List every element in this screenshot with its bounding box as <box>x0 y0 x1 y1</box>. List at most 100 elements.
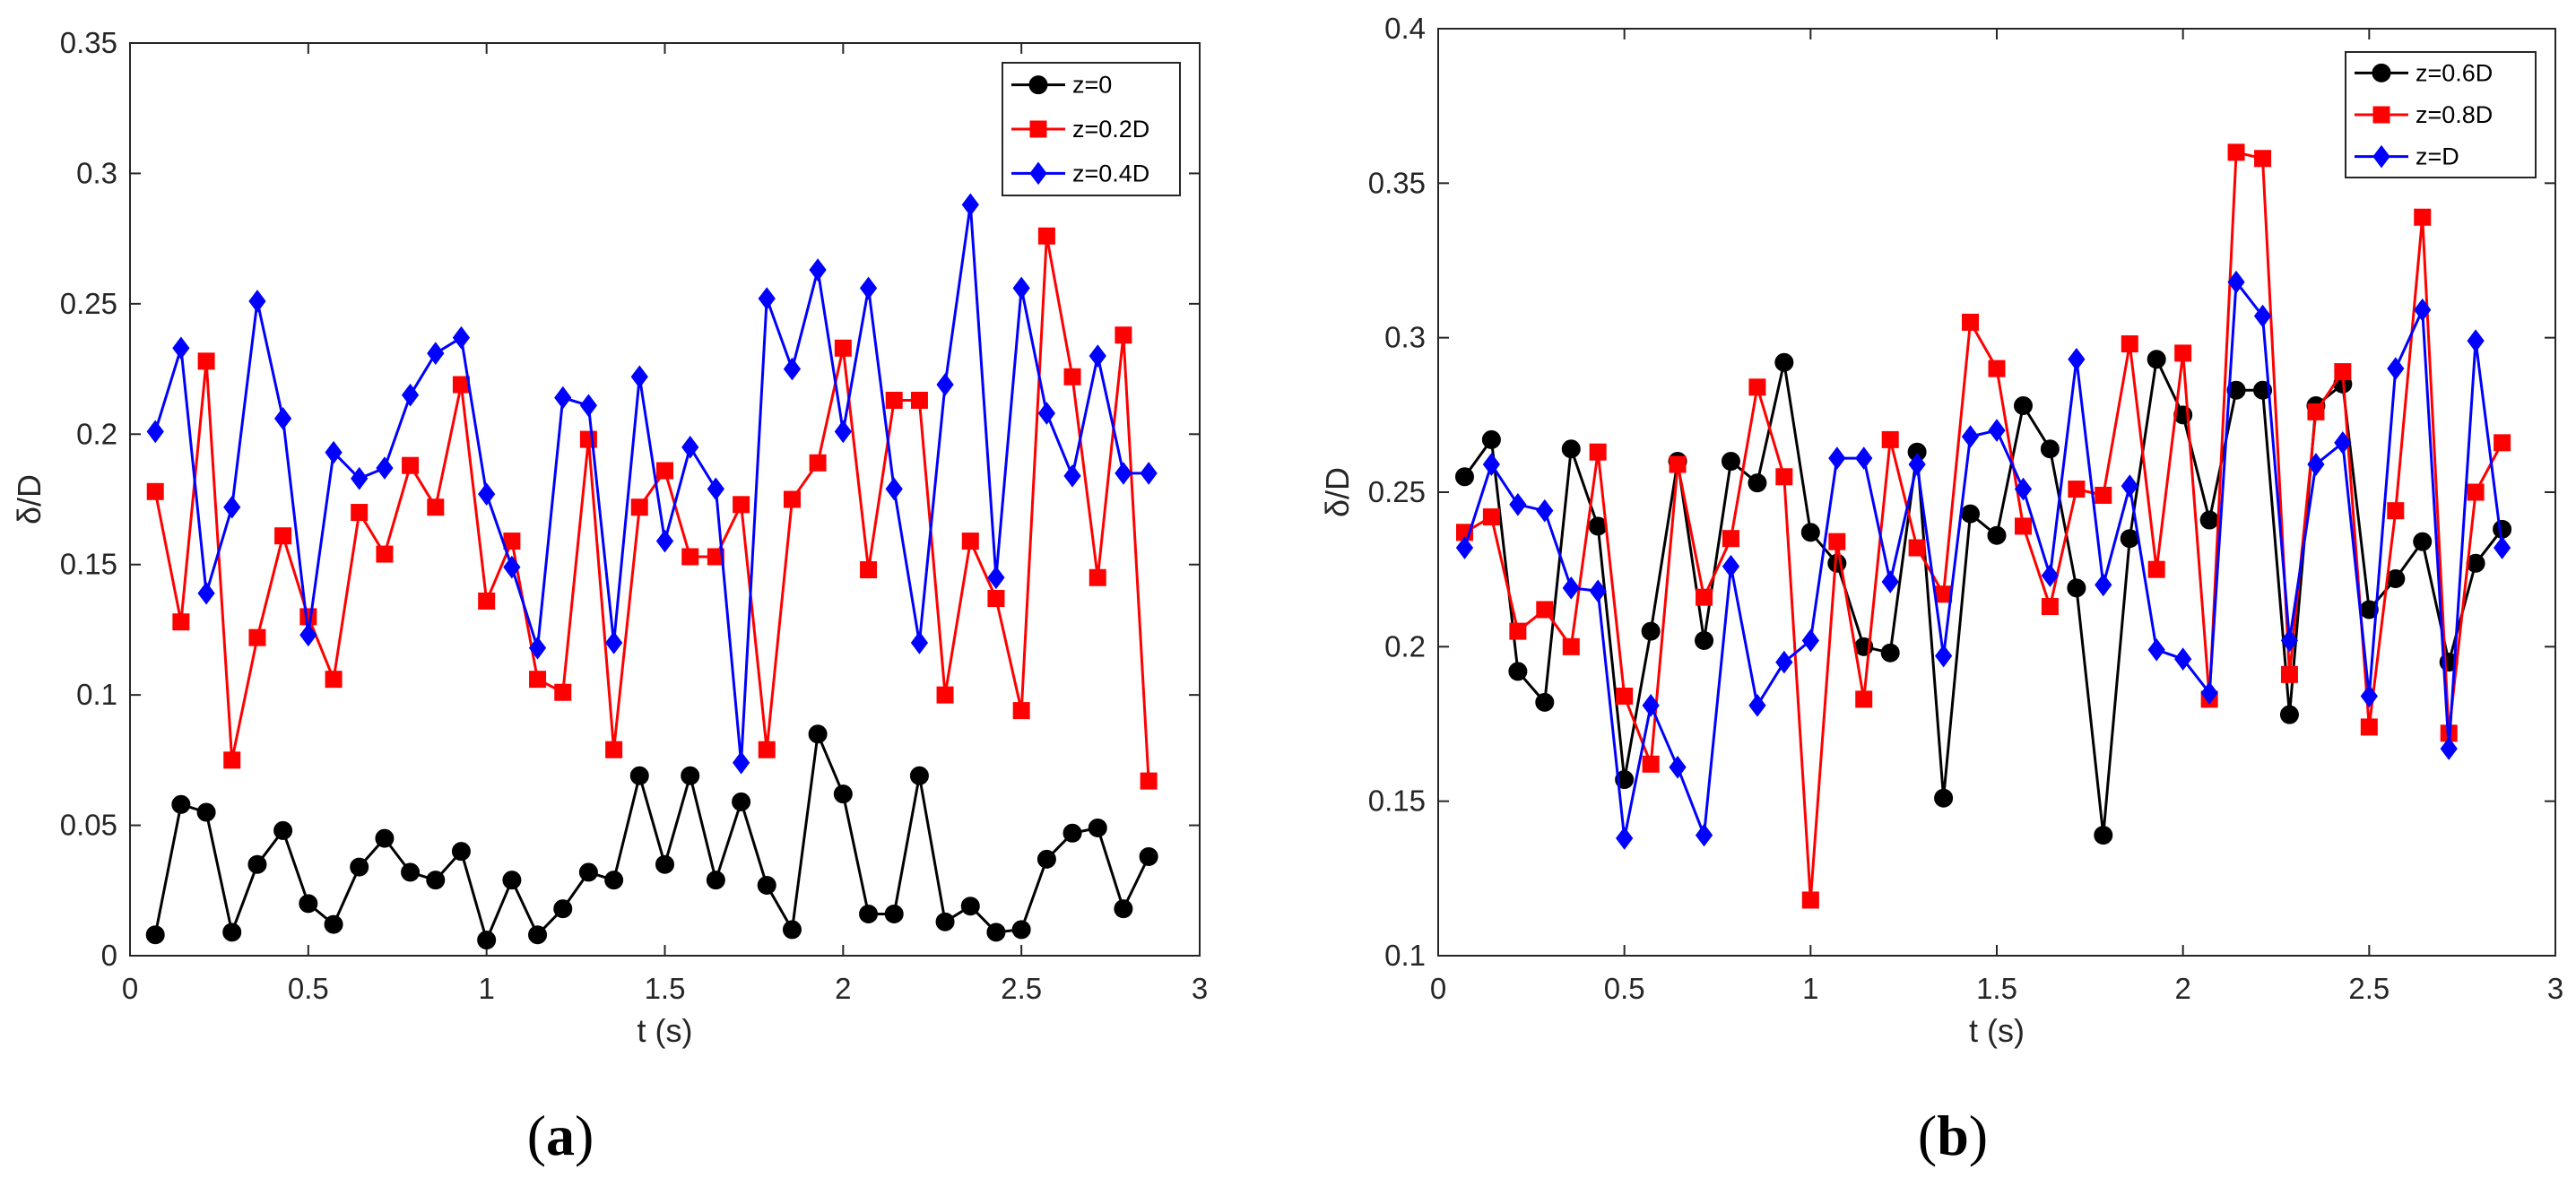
chart-b-series-1-point-11 <box>1748 378 1766 396</box>
chart-a-series-0-point-12 <box>451 842 471 862</box>
chart-a-series-2-point-23 <box>732 750 750 775</box>
chart-a-y-tick-label-0: 0 <box>101 939 117 972</box>
chart-a-series-2-point-20 <box>655 529 674 553</box>
chart-a-series-2-point-25 <box>783 357 802 381</box>
chart-b-legend-label-2: z=D <box>2416 143 2459 170</box>
chart-a-series-1-point-9 <box>376 545 394 563</box>
chart-a-series-0-point-16 <box>553 899 573 919</box>
chart-b-series-1-point-6 <box>1616 687 1634 705</box>
chart-b-series-1-line <box>1463 151 2503 902</box>
chart-b-plot-frame <box>1437 28 2556 957</box>
chart-b-series-1-point-27 <box>2174 344 2192 362</box>
chart-b-series-1-point-16 <box>1881 430 1899 448</box>
chart-a-series-0-point-14 <box>502 871 522 890</box>
panel-label-b-open: ( <box>1918 1104 1937 1167</box>
chart-a-series-2-point-0 <box>146 420 164 444</box>
chart-b-series-1-point-4 <box>1562 637 1580 655</box>
panel-label-b-letter: b <box>1937 1104 1969 1167</box>
chart-a-x-tick-label-2: 1 <box>478 972 494 1005</box>
chart-a-series-1-point-31 <box>936 686 954 704</box>
chart-b-series-1-point-35 <box>2387 502 2405 520</box>
chart-b-series-0-point-20 <box>1987 525 2007 545</box>
chart-b-series-2-point-36 <box>2414 298 2432 322</box>
chart-b-series <box>1454 143 2512 909</box>
chart-a-series-1-point-28 <box>860 561 878 579</box>
chart-a-series <box>145 193 1158 950</box>
chart-a-y-tick-label-3: 0.15 <box>60 548 117 581</box>
chart-a-series-0-point-33 <box>986 923 1006 942</box>
chart-b-series-2-point-28 <box>2200 681 2218 705</box>
chart-a-series-2-point-9 <box>376 456 394 480</box>
chart-b-series-2-point-1 <box>1482 453 1501 476</box>
chart-a-series-0-point-0 <box>145 925 165 945</box>
chart-a-series-2-point-5 <box>273 407 292 430</box>
chart-a-series-2-point-38 <box>1115 462 1132 485</box>
chart-b-series-2-line <box>1463 281 2504 840</box>
chart-a-legend-marker-1 <box>1029 120 1047 138</box>
chart-b-series-2-point-25 <box>2121 474 2138 498</box>
chart-b-x-tick-label-1: 0.5 <box>1604 972 1645 1005</box>
chart-b-series-2-point-16 <box>1881 570 1899 594</box>
chart-b-series-0-point-26 <box>2147 350 2166 369</box>
chart-b-x-tick-label-6: 3 <box>2547 972 2563 1005</box>
chart-a-series-1-point-25 <box>783 490 801 508</box>
chart-b-legend-marker-2 <box>2372 144 2390 169</box>
chart-a-x-tick-label-5: 2.5 <box>1001 972 1042 1005</box>
chart-b-series-0-point-28 <box>2199 510 2219 530</box>
chart-a-series-2-point-32 <box>961 193 979 217</box>
chart-a-series-2-point-7 <box>325 440 343 464</box>
chart-b-series-1-point-25 <box>2121 335 2138 353</box>
chart-a-series-0-point-20 <box>655 854 674 874</box>
chart-a-series-0-point-18 <box>604 871 624 890</box>
chart-b-y-tick-label-3: 0.25 <box>1368 475 1426 508</box>
chart-a-series-1-point-15 <box>529 671 547 689</box>
chart-a-legend-marker-0 <box>1028 75 1048 95</box>
panel-label-a: (a) <box>527 1104 594 1167</box>
chart-a-series-1-point-32 <box>961 533 979 550</box>
chart-b-series-2-point-26 <box>2147 637 2165 662</box>
chart-b-series-0-point-7 <box>1641 621 1661 641</box>
chart-b-series-0-point-16 <box>1880 643 1900 663</box>
chart-a-series-0-point-28 <box>859 904 879 923</box>
chart-b-series-0-point-29 <box>2226 380 2246 400</box>
chart-b-series-0-point-39 <box>2493 519 2512 539</box>
chart-b-legend-label-1: z=0.8D <box>2416 101 2493 128</box>
chart-a-series-1-point-2 <box>197 352 215 370</box>
chart-a-series-1-point-20 <box>656 462 673 480</box>
chart-a-series-0-point-19 <box>629 766 649 785</box>
chart-a-series-0-point-21 <box>681 766 700 785</box>
chart-a-y-tick-label-6: 0.3 <box>76 156 117 189</box>
chart-a-series-0-point-30 <box>909 766 929 785</box>
chart-b-series-2-point-29 <box>2227 270 2245 294</box>
chart-b-series-0 <box>1454 350 2512 845</box>
chart-b-series-2-point-22 <box>2041 564 2060 587</box>
chart-b-series-1-point-10 <box>1722 530 1739 548</box>
chart-a-series-1-point-35 <box>1037 227 1055 245</box>
chart-b-series-1-point-14 <box>1828 533 1846 550</box>
chart-b-series-1-point-23 <box>2068 481 2086 498</box>
chart-b-y-tick-labels: 0.1 0.15 0.2 0.25 0.3 0.35 0.4 <box>1368 12 1426 972</box>
chart-b-legend: z=0.6D z=0.8D z=D <box>2345 51 2537 178</box>
chart-b-series-0-point-11 <box>1748 473 1767 493</box>
chart-a-series-0-point-9 <box>375 828 395 848</box>
chart-b-series-2-point-15 <box>1855 446 1873 470</box>
chart-b-series-0-point-0 <box>1454 467 1474 487</box>
chart-b-y-axis-label: δ/D <box>1319 467 1356 517</box>
chart-a-series-1-point-23 <box>733 496 750 514</box>
chart-a-series-1-point-29 <box>885 391 903 409</box>
chart-a-series-1-point-33 <box>987 590 1005 608</box>
chart-b-series-2-point-7 <box>1642 693 1660 717</box>
chart-b-series-1-point-30 <box>2254 150 2272 168</box>
chart-b-legend-label-0: z=0.6D <box>2416 59 2493 86</box>
chart-a-series-1-point-1 <box>172 613 190 631</box>
chart-a-series-2-line <box>153 203 1149 765</box>
chart-b-series-2-point-21 <box>2014 477 2033 501</box>
chart-a-series-2 <box>146 193 1158 775</box>
chart-b-series-1-point-22 <box>2041 598 2059 616</box>
chart-a-series-0-point-38 <box>1114 899 1133 919</box>
chart-b-series-2-point-6 <box>1616 827 1634 850</box>
chart-b-series-2-point-17 <box>1908 453 1926 476</box>
chart-b-series-1-point-17 <box>1908 539 1926 557</box>
chart-b-series-2-point-9 <box>1695 823 1713 847</box>
chart-a-y-axis-label: δ/D <box>11 474 48 524</box>
